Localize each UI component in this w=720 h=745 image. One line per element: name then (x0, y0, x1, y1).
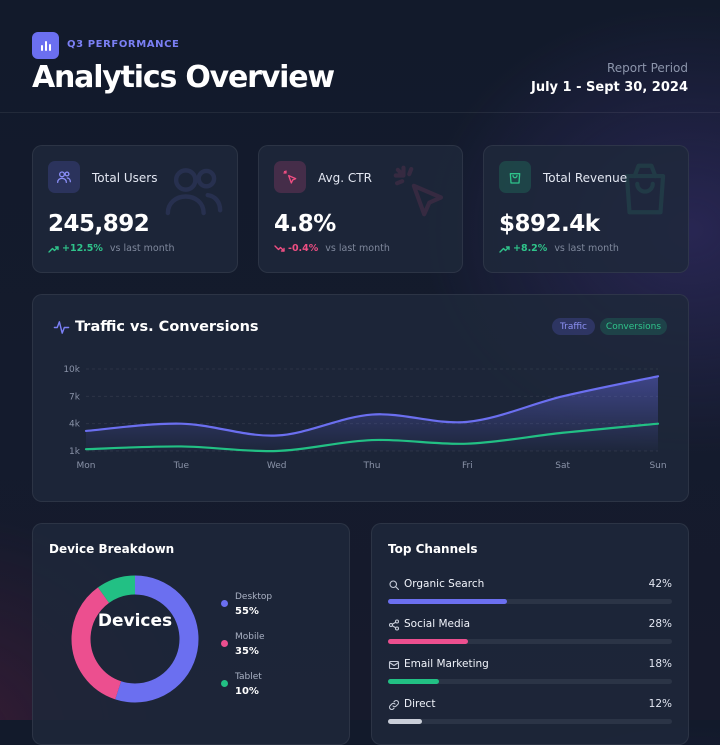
shopping-bag-watermark-icon (614, 158, 676, 224)
delta-comparison: vs last month (325, 243, 390, 254)
kpi-card-total-users[interactable]: Total Users 245,892 +12.5% vs last month (32, 145, 238, 273)
report-period-label: Report Period (607, 61, 688, 75)
kpi-card-avg-ctr[interactable]: Avg. CTR 4.8% -0.4% vs last month (258, 145, 463, 273)
report-period-value: July 1 - Sept 30, 2024 (531, 80, 688, 95)
channel-progress-track (388, 639, 672, 644)
y-tick-label: 4k (69, 420, 81, 430)
channel-name: Organic Search (404, 578, 484, 590)
x-tick-label: Fri (462, 461, 473, 471)
users-watermark-icon (161, 158, 227, 228)
x-tick-label: Mon (77, 461, 96, 471)
legend-name: Mobile (235, 632, 265, 642)
kpi-value: 245,892 (48, 211, 149, 237)
legend-name: Desktop (235, 592, 272, 602)
bar-chart-icon (32, 32, 59, 59)
channel-progress-track (388, 679, 672, 684)
traffic-chart-card: Traffic vs. Conversions Traffic Conversi… (32, 294, 689, 502)
kpi-value: 4.8% (274, 211, 336, 237)
delta-value: +12.5% (62, 243, 103, 254)
legend-dot (221, 600, 228, 607)
search-icon (388, 579, 400, 591)
cursor-watermark-icon (388, 160, 450, 226)
users-icon (48, 161, 80, 193)
x-tick-label: Sun (649, 461, 666, 471)
page-title: Analytics Overview (32, 60, 334, 95)
channel-value: 28% (649, 618, 672, 630)
delta-comparison: vs last month (110, 243, 175, 254)
share-icon (388, 619, 400, 631)
legend-value: 35% (235, 646, 259, 657)
cursor-click-icon (274, 161, 306, 193)
legend-value: 10% (235, 686, 259, 697)
trend-up-icon (499, 245, 510, 253)
y-tick-label: 1k (69, 447, 81, 457)
trend-up-icon (48, 245, 59, 253)
channel-value: 42% (649, 578, 672, 590)
kpi-delta: +12.5% vs last month (48, 243, 175, 254)
x-tick-label: Thu (363, 461, 381, 471)
kpi-delta: +8.2% vs last month (499, 243, 619, 254)
delta-value: -0.4% (288, 243, 318, 254)
x-tick-label: Sat (555, 461, 570, 471)
channel-name: Direct (404, 698, 435, 710)
delta-comparison: vs last month (554, 243, 619, 254)
kpi-label: Total Users (92, 171, 157, 185)
channel-value: 12% (649, 698, 672, 710)
donut-center-label: Devices (71, 611, 199, 631)
legend-dot (221, 640, 228, 647)
link-icon (388, 699, 400, 711)
device-donut-chart (65, 569, 205, 709)
eyebrow-label: Q3 PERFORMANCE (67, 39, 179, 50)
x-tick-label: Tue (173, 461, 190, 471)
device-breakdown-card: Device Breakdown Devices Desktop 55% Mob… (32, 523, 350, 745)
channel-progress-fill (388, 639, 468, 644)
y-tick-label: 7k (69, 392, 81, 402)
top-channels-title: Top Channels (388, 542, 478, 556)
shopping-bag-icon (499, 161, 531, 193)
traffic-conversions-chart: 10k 7k 4k 1k Mon Tue Wed Thu Fri Sat Sun (33, 295, 688, 501)
page-header: Q3 PERFORMANCE Analytics Overview Report… (0, 0, 720, 113)
delta-value: +8.2% (513, 243, 547, 254)
kpi-card-total-revenue[interactable]: Total Revenue $892.4k +8.2% vs last mont… (483, 145, 689, 273)
legend-name: Tablet (235, 672, 262, 682)
y-tick-label: 10k (63, 365, 80, 375)
top-channels-card: Top Channels Organic Search 42% Social M… (371, 523, 689, 745)
channel-progress-fill (388, 679, 439, 684)
kpi-value: $892.4k (499, 211, 600, 237)
trend-down-icon (274, 245, 285, 253)
mail-icon (388, 659, 400, 671)
kpi-label: Avg. CTR (318, 171, 372, 185)
channel-progress-fill (388, 599, 507, 604)
x-tick-label: Wed (267, 461, 287, 471)
channel-progress-track (388, 599, 672, 604)
legend-dot (221, 680, 228, 687)
channel-value: 18% (649, 658, 672, 670)
legend-value: 55% (235, 606, 259, 617)
kpi-delta: -0.4% vs last month (274, 243, 390, 254)
channel-name: Email Marketing (404, 658, 489, 670)
kpi-label: Total Revenue (543, 171, 627, 185)
device-breakdown-title: Device Breakdown (49, 542, 174, 556)
channel-name: Social Media (404, 618, 470, 630)
